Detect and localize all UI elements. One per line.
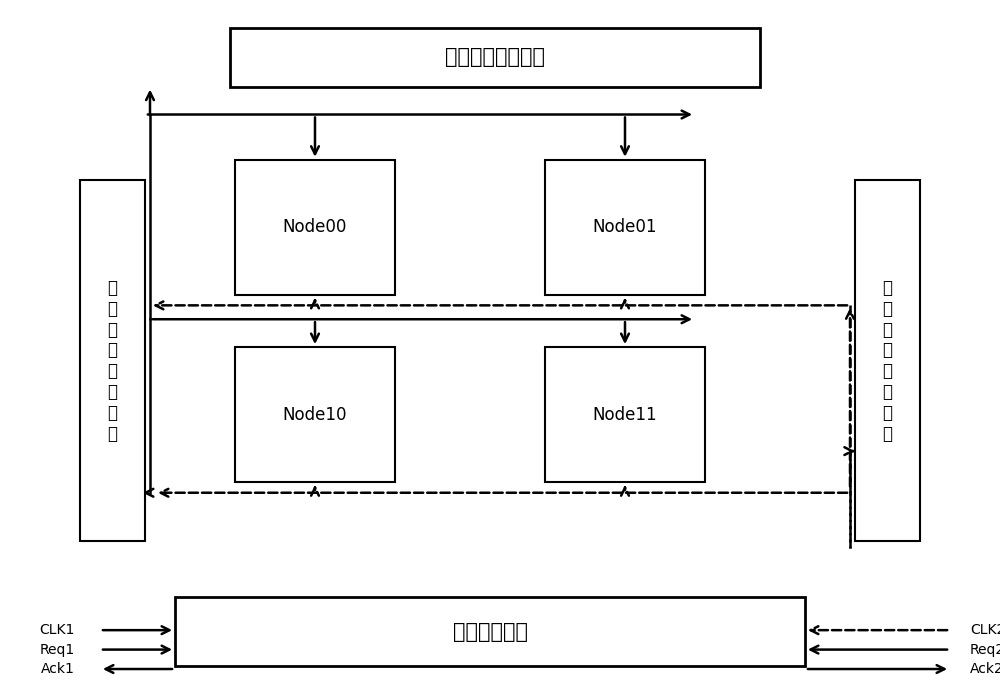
Bar: [545, 347, 705, 482]
Text: CLK1: CLK1: [40, 623, 75, 637]
Text: Ack1: Ack1: [41, 662, 75, 676]
Text: Node00: Node00: [283, 219, 347, 236]
Text: 时钟控制模块: 时钟控制模块: [452, 622, 528, 641]
Text: Node11: Node11: [593, 406, 657, 423]
Bar: [235, 347, 395, 482]
Text: Node10: Node10: [283, 406, 347, 423]
Text: CLK2: CLK2: [970, 623, 1000, 637]
Bar: [855, 180, 920, 541]
Bar: [230, 28, 760, 87]
Bar: [545, 160, 705, 295]
Bar: [175, 597, 805, 666]
Text: Ack2: Ack2: [970, 662, 1000, 676]
Bar: [80, 180, 145, 541]
Text: 数据输入控制模块: 数据输入控制模块: [445, 47, 545, 67]
Bar: [235, 160, 395, 295]
Text: Node01: Node01: [593, 219, 657, 236]
Text: 数
据
输
入
控
制
模
块: 数 据 输 入 控 制 模 块: [108, 279, 118, 443]
Text: 数
据
输
出
控
制
模
块: 数 据 输 出 控 制 模 块: [883, 279, 893, 443]
Text: Req1: Req1: [40, 643, 75, 657]
Text: Req2: Req2: [970, 643, 1000, 657]
